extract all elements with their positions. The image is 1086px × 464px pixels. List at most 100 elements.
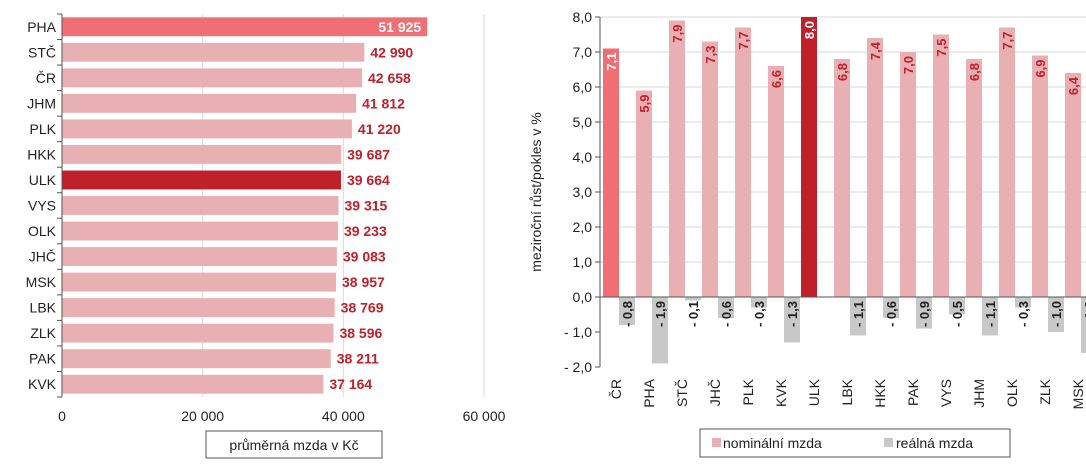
bar-real	[652, 297, 668, 364]
x-axis-title: průměrná mzda v Kč	[229, 437, 358, 453]
data-label-real: - 0,6	[884, 301, 899, 327]
data-label-nominal: 8,0	[802, 21, 817, 39]
category-label: JHČ	[707, 379, 723, 406]
bar	[62, 196, 339, 215]
bar-nominal	[834, 59, 850, 297]
data-label-real: - 1,1	[983, 301, 998, 327]
bar-nominal	[801, 17, 817, 297]
y-tick-label: - 2,0	[564, 359, 592, 375]
data-label: 38 769	[341, 300, 384, 316]
data-label: 38 211	[337, 351, 379, 367]
category-label: LBK	[839, 378, 855, 405]
category-label: VYS	[28, 198, 56, 214]
category-label: ČR	[36, 70, 56, 86]
data-label-real: - 0,6	[719, 301, 734, 327]
bar-real	[1081, 297, 1086, 353]
data-label-nominal: 7,3	[703, 46, 718, 64]
data-label-nominal: 7,1	[604, 53, 619, 71]
category-label: LBK	[30, 300, 57, 316]
category-label: OLK	[1004, 378, 1020, 407]
y-tick-label: 8,0	[573, 9, 593, 25]
data-label: 42 990	[370, 44, 413, 60]
category-label: PAK	[29, 351, 57, 367]
bar	[62, 349, 331, 369]
data-label-nominal: 5,9	[637, 95, 652, 113]
category-label: ULK	[806, 378, 822, 406]
bar-real	[982, 297, 998, 336]
y-tick-label: 3,0	[573, 184, 593, 200]
bar-real	[718, 297, 734, 318]
category-label: HKK	[872, 378, 888, 407]
bar-real	[850, 297, 866, 336]
bar-real	[685, 297, 701, 301]
data-label: 38 596	[339, 325, 382, 341]
bar-nominal	[1065, 73, 1081, 297]
category-label: MSK	[1070, 378, 1086, 409]
data-label: 51 925	[378, 19, 421, 35]
bar-real	[949, 297, 965, 315]
category-label: OLK	[28, 223, 57, 239]
bar-nominal	[900, 52, 916, 297]
data-label: 39 233	[344, 223, 387, 239]
wage-level-chart: 0 20 000 40 000 60 000 PHA 51 925 STČ 42 990 ČR 4…	[26, 13, 506, 459]
data-label-nominal: 6,4	[1066, 76, 1081, 95]
x-axis-title-box	[205, 430, 383, 459]
legend-label-nominal: nominální mzda	[723, 435, 822, 451]
y-tick-label: 4,0	[573, 149, 593, 165]
data-label: 39 083	[343, 249, 386, 265]
data-label-real: - 0,1	[686, 301, 701, 327]
bar-nominal	[999, 27, 1015, 297]
bar	[62, 247, 337, 267]
category-label: PAK	[905, 378, 921, 406]
y-tick-label: 7,0	[573, 44, 593, 60]
category-label: STČ	[674, 379, 690, 407]
category-label: VYS	[938, 379, 954, 407]
data-label: 41 812	[362, 95, 405, 111]
data-label-real: - 1,6	[1082, 301, 1086, 327]
x-tick-label: 20 000	[181, 408, 224, 424]
bar-real	[1015, 297, 1031, 308]
data-label-real: - 0,3	[752, 301, 767, 327]
category-label: HKK	[27, 146, 56, 162]
bar-nominal	[867, 38, 883, 297]
legend-label-real: reálná mzda	[896, 435, 973, 451]
bar-nominal	[1032, 55, 1048, 297]
y-tick-label: 5,0	[573, 114, 593, 130]
y-tick-label: 1,0	[573, 254, 593, 270]
category-label: ZLK	[30, 325, 56, 341]
y-tick-label: 2,0	[573, 219, 593, 235]
data-label-nominal: 6,6	[769, 70, 784, 88]
bar	[62, 170, 341, 190]
data-label: 39 664	[347, 172, 390, 188]
bar-real	[1048, 297, 1064, 332]
bar	[62, 323, 334, 343]
category-label: JHM	[27, 95, 56, 111]
data-label-real: - 0,8	[620, 301, 635, 327]
bar-real	[784, 297, 800, 343]
category-label: MSK	[26, 274, 57, 290]
bar	[62, 93, 357, 113]
data-label: 39 687	[347, 146, 390, 162]
category-label: JHČ	[29, 249, 56, 265]
data-label: 42 658	[368, 70, 411, 86]
data-label: 37 164	[329, 376, 372, 392]
bar-nominal	[966, 59, 982, 297]
category-label: PHA	[27, 19, 56, 35]
bar-nominal	[603, 48, 619, 297]
y-tick-label: - 1,0	[564, 324, 592, 340]
category-label: PHA	[641, 378, 657, 407]
category-label: STČ	[28, 44, 56, 60]
legend-swatch-real	[884, 438, 893, 447]
bar-nominal	[636, 90, 652, 297]
data-label-nominal: 6,8	[967, 63, 982, 81]
data-label-nominal: 7,0	[901, 56, 916, 74]
x-tick-label: 40 000	[322, 408, 365, 424]
data-label: 38 957	[342, 274, 385, 290]
category-label: ZLK	[1037, 378, 1053, 404]
data-label-nominal: 7,7	[736, 32, 751, 50]
bar-real	[883, 297, 899, 318]
bar-nominal	[735, 27, 751, 297]
data-label-real: - 1,0	[1049, 301, 1064, 327]
